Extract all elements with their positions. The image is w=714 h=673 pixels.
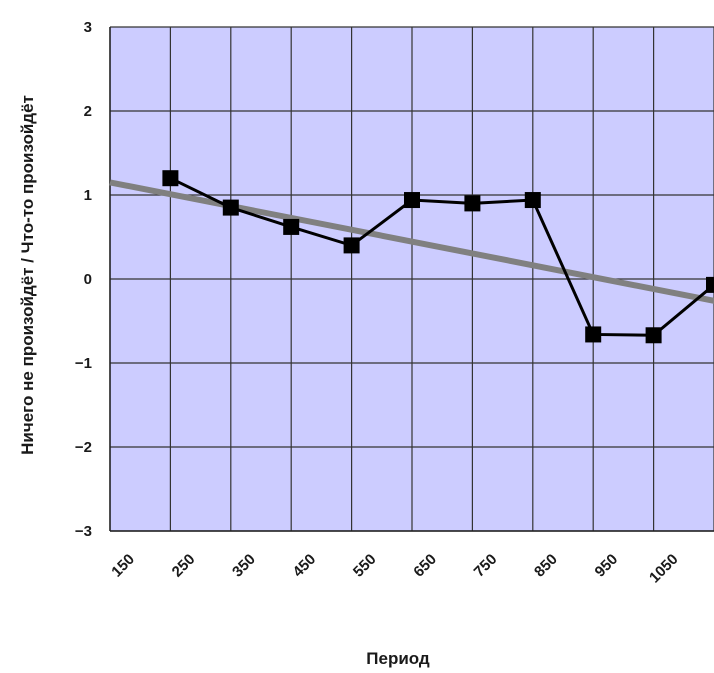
x-tick-label: 750 (471, 551, 501, 581)
data-point-marker (585, 326, 602, 343)
y-axis-ticks: 3 2 1 0 −1 −2 −3 (75, 19, 92, 540)
x-tick-label: 650 (410, 551, 440, 581)
y-tick-label: 2 (84, 103, 92, 120)
x-axis-label: Период (366, 649, 430, 668)
data-point-marker (283, 218, 300, 235)
y-tick-label: −2 (75, 439, 92, 456)
data-point-marker (464, 195, 481, 212)
x-tick-label: 150 (108, 551, 138, 581)
y-axis-label: Ничего не произойдёт / Что-то произойдёт (18, 95, 37, 455)
y-tick-label: −3 (75, 523, 92, 540)
trendline-group (109, 179, 714, 304)
data-point-marker (222, 199, 239, 216)
y-tick-label: 3 (84, 19, 92, 36)
x-tick-label: 550 (350, 551, 380, 581)
grid (109, 26, 714, 532)
series-line (169, 176, 714, 337)
x-tick-label: 250 (169, 551, 199, 581)
x-tick-label: 350 (229, 551, 259, 581)
data-point-marker (524, 192, 541, 209)
y-tick-label: 0 (84, 271, 92, 288)
data-point-marker (343, 237, 360, 254)
y-tick-label: 1 (84, 187, 92, 204)
x-axis-ticks: 150 250 350 450 550 650 750 850 950 1050 (108, 551, 681, 587)
trendline (109, 179, 714, 304)
y-tick-label: −1 (75, 355, 92, 372)
data-point-marker (706, 276, 714, 293)
x-tick-label: 450 (290, 551, 320, 581)
data-point-marker (162, 170, 179, 187)
x-tick-label: 950 (592, 551, 622, 581)
x-tick-label: 1050 (646, 551, 682, 587)
data-point-marker (404, 192, 420, 209)
series-group (162, 170, 714, 344)
data-point-marker (645, 327, 662, 344)
x-tick-label: 850 (531, 551, 561, 581)
